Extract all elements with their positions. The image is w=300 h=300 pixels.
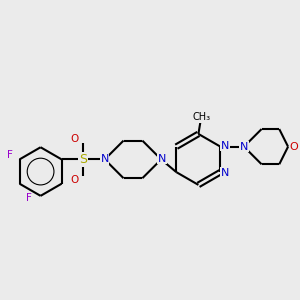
Text: N: N: [221, 141, 230, 151]
Text: N: N: [100, 154, 109, 164]
Text: F: F: [26, 193, 32, 203]
Text: CH₃: CH₃: [193, 112, 211, 122]
Text: S: S: [79, 153, 87, 166]
Text: O: O: [290, 142, 298, 152]
Text: O: O: [70, 134, 79, 144]
Text: N: N: [221, 168, 230, 178]
Text: O: O: [70, 175, 79, 185]
Text: F: F: [7, 150, 13, 160]
Text: N: N: [240, 142, 248, 152]
Text: N: N: [158, 154, 166, 164]
